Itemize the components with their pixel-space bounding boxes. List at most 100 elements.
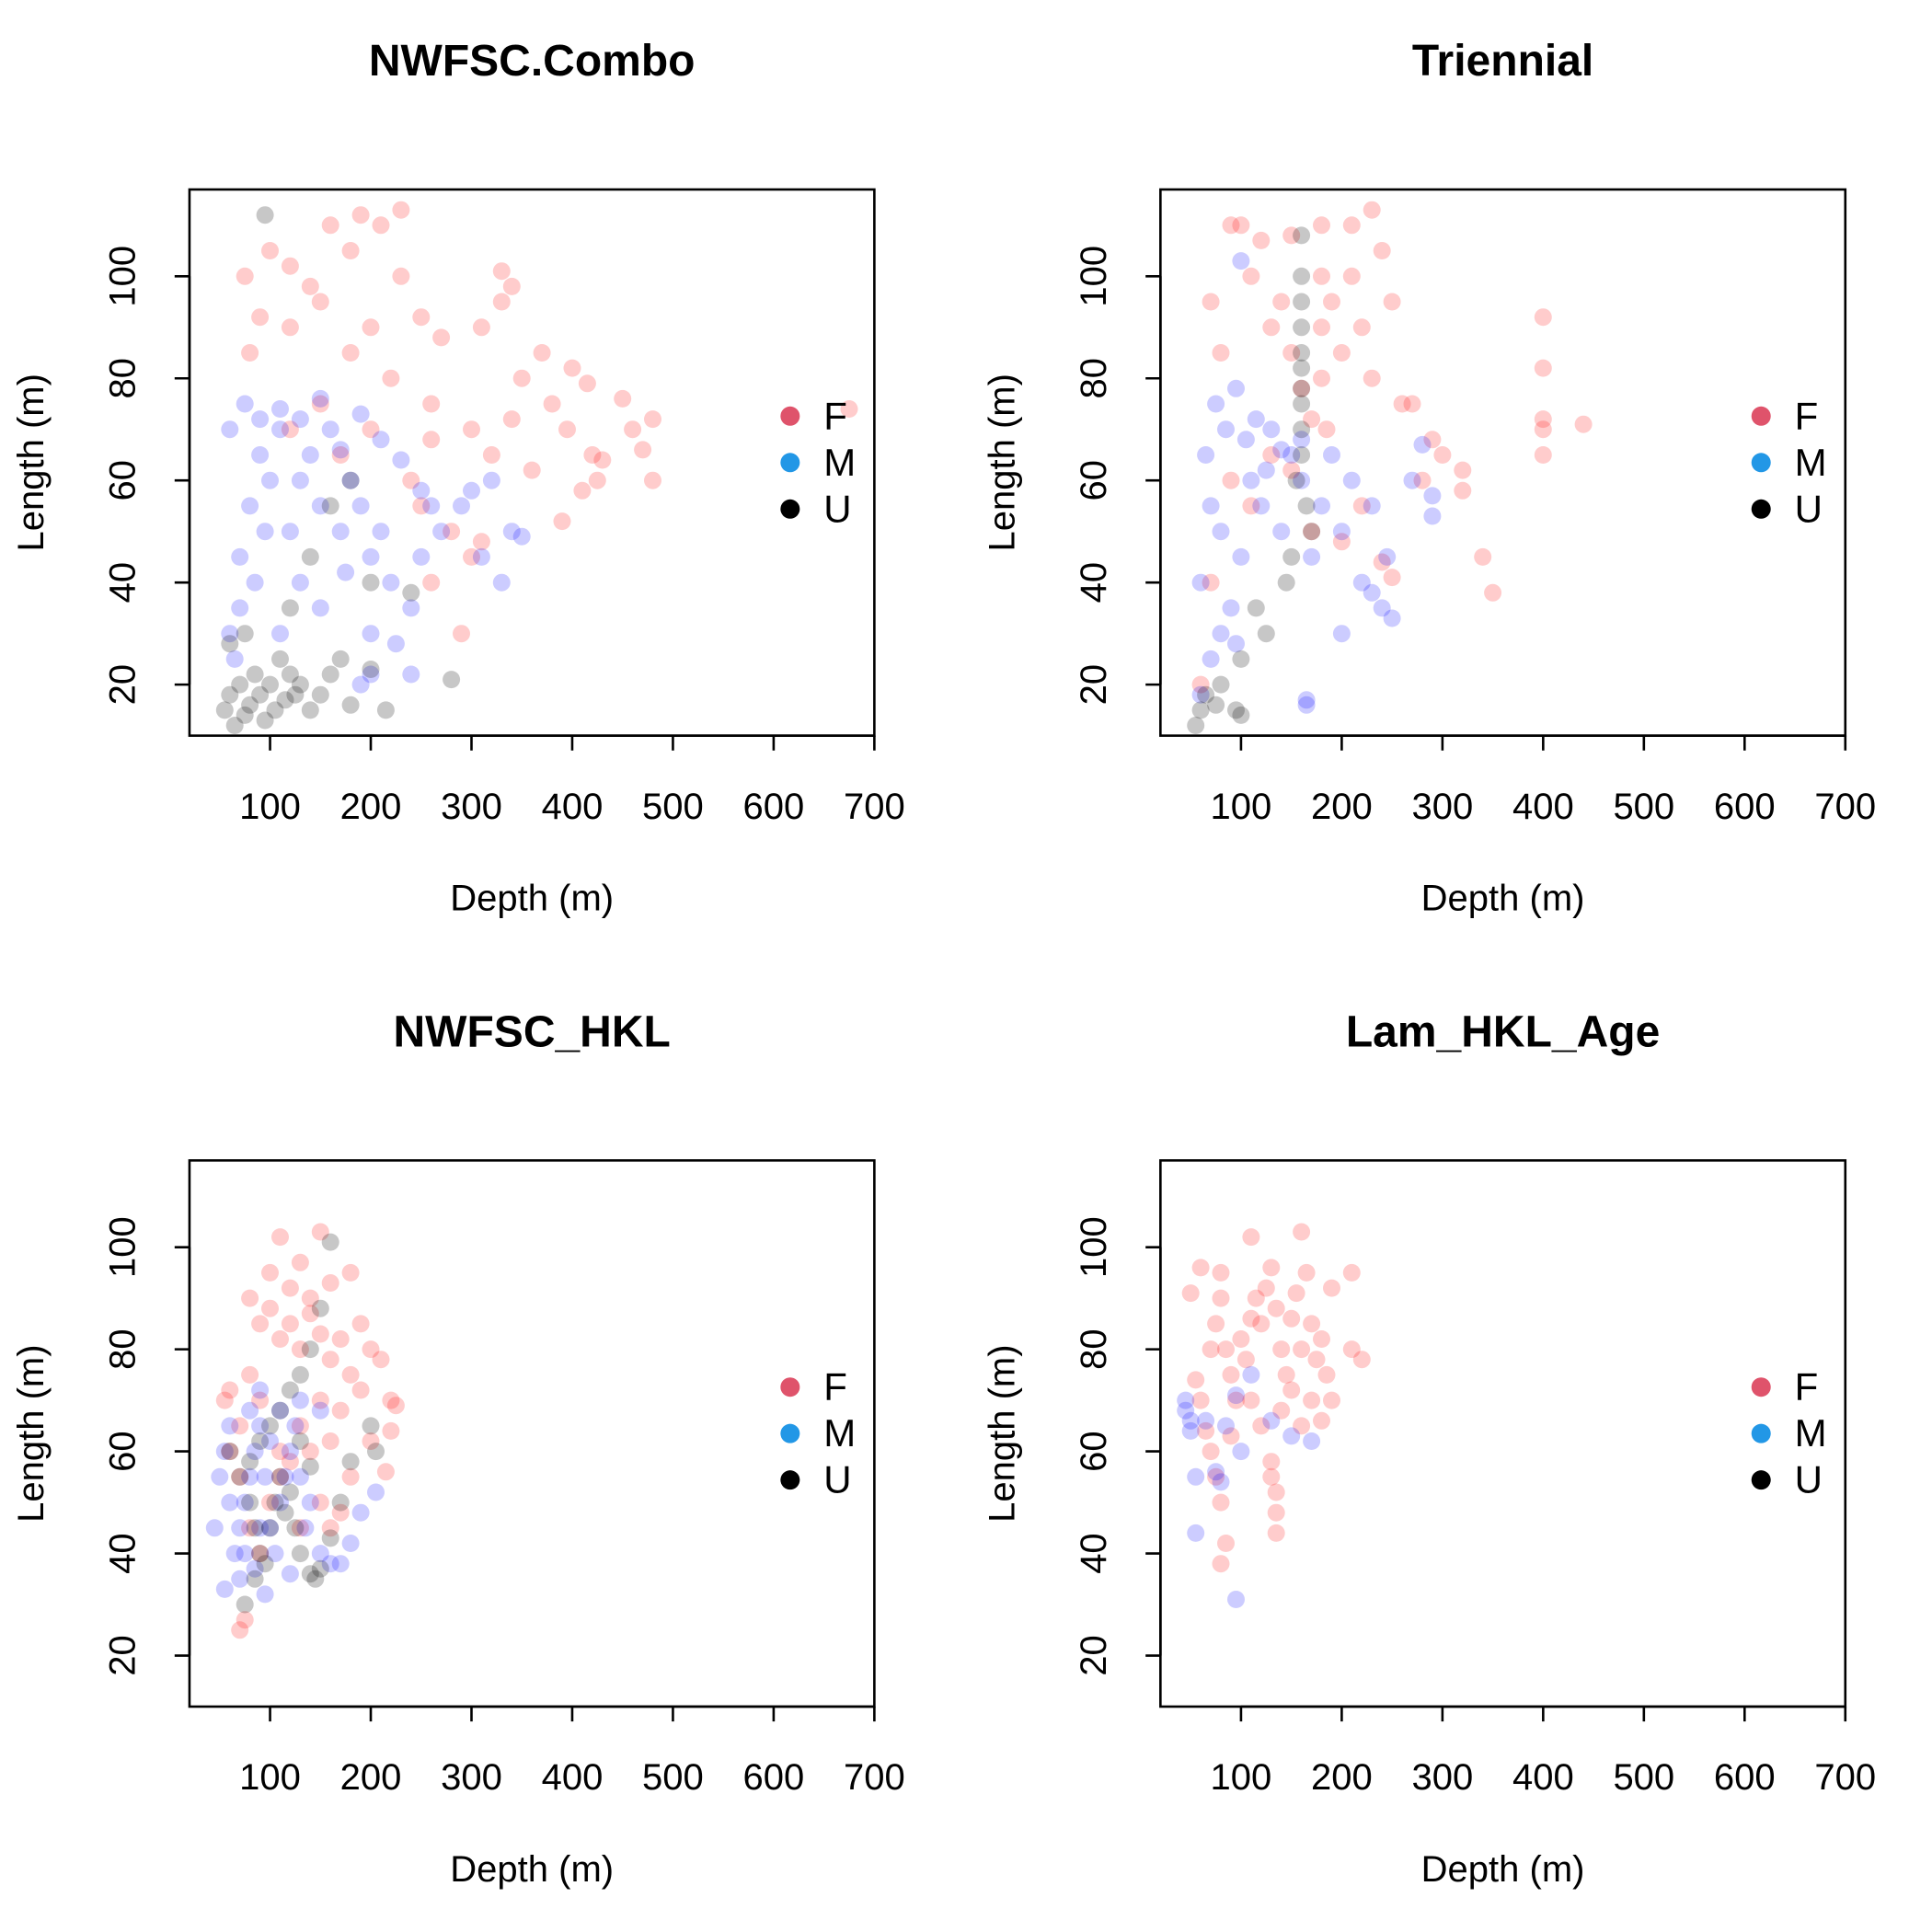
- data-point: [321, 216, 339, 235]
- data-point: [351, 675, 370, 694]
- data-point: [311, 1545, 329, 1563]
- data-point: [281, 1453, 299, 1471]
- legend-label-F: F: [1795, 1365, 1819, 1409]
- data-point: [1267, 1503, 1285, 1522]
- data-point: [236, 625, 254, 643]
- data-point: [1207, 1315, 1225, 1333]
- data-point: [362, 1432, 380, 1450]
- data-point: [311, 1223, 329, 1241]
- data-point: [1202, 1340, 1220, 1359]
- data-point: [1262, 446, 1281, 464]
- panel-0: NWFSC.Combo 100 200 300 400 500 600 700 Depth (m…: [11, 37, 905, 918]
- data-point: [1257, 625, 1275, 643]
- legend-marker-F: [1751, 406, 1771, 426]
- data-point: [1181, 1411, 1200, 1430]
- data-point: [321, 1519, 339, 1537]
- data-point: [281, 1279, 299, 1297]
- data-point: [1207, 696, 1225, 714]
- data-point: [241, 1493, 259, 1512]
- data-point: [231, 599, 249, 617]
- data-point: [362, 573, 380, 592]
- y-tick-label: 20: [103, 664, 144, 706]
- data-point: [443, 523, 461, 541]
- data-point: [492, 293, 511, 311]
- data-point: [1297, 691, 1316, 709]
- data-point: [311, 1493, 329, 1512]
- data-point: [341, 471, 360, 489]
- data-point: [1287, 471, 1305, 489]
- data-point: [271, 650, 289, 668]
- data-point: [634, 441, 652, 459]
- data-point: [376, 1463, 395, 1481]
- data-point: [291, 1467, 309, 1486]
- data-point: [246, 665, 264, 684]
- data-point: [221, 685, 239, 704]
- data-point: [1282, 1381, 1301, 1399]
- data-point: [261, 242, 279, 259]
- legend-label-M: M: [1795, 1411, 1827, 1455]
- data-point: [301, 446, 319, 464]
- data-point: [1267, 1483, 1285, 1501]
- data-point: [1207, 1463, 1225, 1481]
- data-point: [1454, 481, 1472, 500]
- data-point: [291, 1417, 309, 1435]
- data-point: [422, 573, 441, 592]
- data-point: [261, 1263, 279, 1282]
- data-point: [1177, 1401, 1195, 1420]
- data-point: [1332, 344, 1351, 362]
- data-point: [261, 1432, 279, 1450]
- data-point: [246, 1570, 264, 1588]
- data-point: [1378, 547, 1397, 566]
- data-points: [1177, 1223, 1371, 1608]
- data-point: [558, 420, 576, 439]
- data-point: [231, 1467, 249, 1486]
- data-point: [1484, 583, 1502, 602]
- data-point: [1181, 1284, 1200, 1303]
- panel-title: Lam_HKL_Age: [1346, 1008, 1660, 1057]
- data-point: [1282, 226, 1301, 245]
- data-point: [251, 308, 270, 327]
- data-point: [301, 547, 319, 566]
- x-tick-label: 700: [1814, 787, 1876, 827]
- data-point: [251, 1545, 270, 1563]
- data-point: [362, 547, 380, 566]
- data-point: [341, 1467, 360, 1486]
- data-point: [271, 1401, 289, 1420]
- data-point: [321, 1555, 339, 1573]
- data-point: [301, 701, 319, 719]
- data-point: [321, 1274, 339, 1292]
- data-point: [1534, 410, 1552, 429]
- data-point: [281, 599, 299, 617]
- x-tick-label: 300: [1411, 787, 1473, 827]
- data-point: [372, 431, 390, 449]
- data-point: [331, 1330, 350, 1348]
- data-point: [291, 1253, 309, 1271]
- data-point: [256, 1467, 274, 1486]
- data-point: [1373, 553, 1391, 571]
- data-point: [1227, 379, 1245, 397]
- legend-marker-M: [1751, 453, 1771, 473]
- legend-label-F: F: [823, 1365, 847, 1409]
- data-point: [422, 497, 441, 515]
- y-tick-label: 100: [1074, 246, 1114, 307]
- legend-label-U: U: [1795, 487, 1823, 530]
- data-point: [236, 267, 254, 285]
- legend: FMU: [1751, 394, 1827, 530]
- data-point: [1217, 1535, 1235, 1552]
- data-point: [1262, 420, 1281, 439]
- data-point: [443, 671, 461, 689]
- data-point: [1272, 1340, 1291, 1359]
- data-point: [1303, 1391, 1321, 1409]
- data-point: [502, 277, 521, 295]
- x-tick-label: 500: [1613, 787, 1674, 827]
- y-tick-label: 60: [103, 1431, 144, 1472]
- data-point: [251, 1432, 270, 1450]
- data-point: [472, 318, 490, 337]
- x-tick-label: 200: [1311, 787, 1373, 827]
- data-point: [331, 441, 350, 459]
- x-tick-label: 300: [1411, 1757, 1473, 1798]
- data-point: [1282, 344, 1301, 362]
- data-point: [1293, 293, 1311, 311]
- data-point: [251, 1519, 270, 1537]
- data-point: [533, 344, 551, 362]
